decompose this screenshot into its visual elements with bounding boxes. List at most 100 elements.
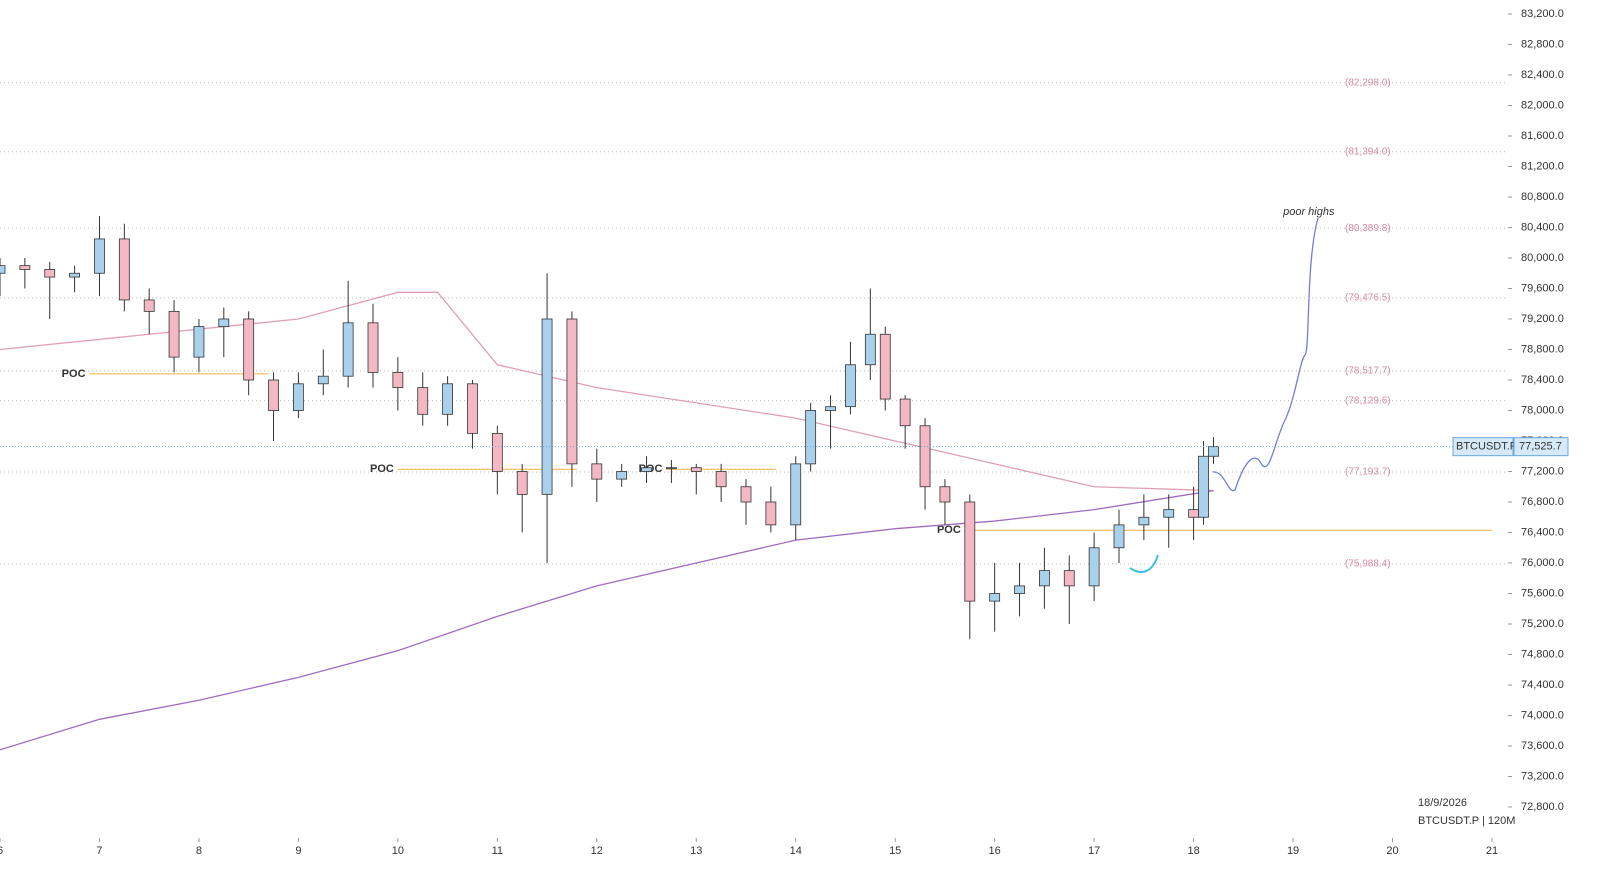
candle-body: [491, 432, 503, 472]
poc-label: POC: [370, 463, 394, 475]
x-tick-label: 11: [492, 845, 503, 857]
y-tick-label: 79,200.0: [1521, 313, 1564, 325]
candle-body: [845, 364, 856, 408]
candle-body: [641, 467, 652, 472]
candle-body: [417, 387, 429, 415]
y-tick-label: 75,200.0: [1521, 618, 1564, 630]
candle-body: [1113, 524, 1125, 549]
level-label: (78,517.7): [1345, 366, 1391, 377]
candle-body: [367, 322, 379, 373]
candle-body: [19, 265, 31, 270]
candle-body: [292, 383, 304, 411]
candle-body: [392, 371, 404, 389]
candle-body: [0, 265, 6, 274]
x-tick-label: 14: [790, 845, 802, 857]
level-label: (82,298.0): [1345, 77, 1391, 88]
candle-body: [825, 406, 836, 411]
x-tick-label: 17: [1088, 845, 1100, 857]
y-tick-label: 73,600.0: [1521, 740, 1564, 752]
y-tick-label: 80,400.0: [1521, 221, 1564, 233]
annotation: poor highs: [1282, 206, 1335, 218]
price-tag: [1513, 437, 1569, 457]
candle-body: [1063, 570, 1075, 587]
symbol-info: BTCUSDT.P | 120M: [1418, 815, 1515, 827]
level-label: (77,193.7): [1345, 467, 1391, 478]
candle-body: [1014, 585, 1025, 594]
candle-body: [118, 238, 130, 301]
symbol-tag-label: BTCUSDT.P: [1456, 441, 1517, 453]
price-tag-label: 77,525.7: [1519, 441, 1562, 453]
y-tick-label: 80,000.0: [1521, 252, 1564, 264]
candle-body: [879, 333, 891, 400]
candle-body: [193, 326, 205, 358]
y-tick-label: 78,400.0: [1521, 374, 1564, 386]
y-tick-label: 82,800.0: [1521, 38, 1564, 50]
x-tick-label: 15: [889, 845, 901, 857]
candle-body: [939, 486, 951, 503]
candle-body: [168, 310, 180, 358]
y-tick-label: 80,800.0: [1521, 191, 1564, 203]
average-line: [0, 489, 1214, 751]
x-tick-label: 10: [392, 845, 404, 857]
candle-body: [94, 238, 105, 274]
y-tick-label: 76,800.0: [1521, 496, 1564, 508]
x-tick-label: 7: [96, 845, 102, 857]
candle-body: [989, 593, 1001, 602]
candle-body: [964, 501, 976, 602]
candle-body: [790, 463, 802, 526]
y-tick-label: 82,400.0: [1521, 69, 1564, 81]
candle-body: [899, 398, 911, 427]
y-tick-label: 79,600.0: [1521, 282, 1564, 294]
level-label: (80,389.8): [1345, 223, 1391, 234]
y-tick-label: 78,000.0: [1521, 404, 1564, 416]
candle-body: [467, 383, 478, 434]
candle-body: [566, 318, 578, 465]
curve-marker: [1129, 554, 1159, 573]
candle-body: [1163, 509, 1175, 518]
candle-body: [1188, 509, 1199, 518]
candle-body: [666, 467, 677, 470]
y-tick-label: 75,600.0: [1521, 587, 1564, 599]
y-tick-label: 74,800.0: [1521, 648, 1564, 660]
y-tick-label: 76,400.0: [1521, 526, 1564, 538]
candle-body: [44, 269, 56, 278]
candle-body: [740, 486, 752, 503]
candle-body: [218, 318, 230, 328]
candle-body: [1198, 455, 1209, 518]
x-tick-label: 9: [295, 845, 301, 857]
x-tick-label: 19: [1287, 845, 1299, 857]
y-tick-label: 73,200.0: [1521, 770, 1564, 782]
x-tick-label: 6: [0, 845, 3, 857]
candle-body: [591, 463, 603, 480]
y-tick-label: 83,200.0: [1521, 8, 1564, 20]
x-tick-label: 18: [1187, 845, 1199, 857]
symbol-tag: [1452, 437, 1514, 457]
y-tick-label: 74,000.0: [1521, 709, 1564, 721]
candle-body: [690, 467, 702, 472]
candle-body: [541, 318, 553, 495]
candle-body: [516, 471, 528, 495]
y-tick-label: 82,000.0: [1521, 99, 1564, 111]
y-tick-label: 81,200.0: [1521, 160, 1564, 172]
candle-body: [1208, 446, 1219, 457]
x-tick-label: 20: [1386, 845, 1398, 857]
average-line: [0, 291, 1214, 492]
candle-body: [715, 471, 727, 488]
y-tick-label: 74,400.0: [1521, 679, 1564, 691]
x-tick-label: 21: [1486, 845, 1498, 857]
candle-body: [243, 318, 255, 381]
date-label: 18/9/2026: [1418, 797, 1467, 809]
y-tick-label: 72,800.0: [1521, 801, 1564, 813]
candle-body: [765, 501, 777, 526]
y-tick-label: 81,600.0: [1521, 130, 1564, 142]
x-tick-label: 12: [591, 845, 603, 857]
candle-body: [1039, 570, 1050, 587]
projection-path: [1211, 217, 1319, 492]
x-tick-label: 13: [690, 845, 702, 857]
level-label: (81,394.0): [1345, 146, 1391, 157]
x-tick-label: 16: [989, 845, 1001, 857]
y-tick-label: 77,200.0: [1521, 465, 1564, 477]
candle-body: [919, 425, 931, 488]
candle-body: [442, 383, 454, 415]
